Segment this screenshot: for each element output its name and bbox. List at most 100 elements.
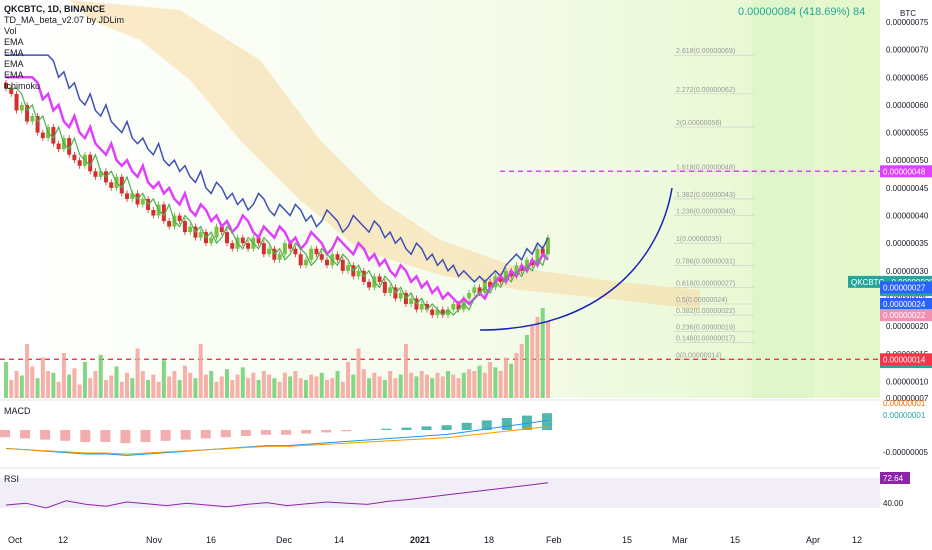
time-tick-label: Nov [146,535,163,545]
macd-bar [180,430,191,440]
volume-bar [235,374,240,398]
indicator-ema-4[interactable]: EMA [4,70,24,80]
macd-bar [160,430,171,441]
volume-bar [461,372,466,398]
candle [230,243,235,249]
volume-bar [103,380,108,398]
volume-bar [393,378,398,398]
candle [356,270,361,277]
volume-bar [540,308,545,398]
projection-band [752,0,814,398]
volume-bar [309,374,314,398]
candle [314,248,319,255]
fib-label: 2.618(0.00000069) [676,48,735,55]
volume-bar [203,374,208,398]
price-change-readout: 0.00000084 (418.69%) 84 [738,6,866,18]
price-tick-label: 0.00000065 [886,73,929,82]
price-tick-label: 0.00000070 [886,46,929,55]
volume-bar [451,374,456,398]
candle [324,259,329,266]
volume-bar [367,378,372,398]
time-tick-label: 12 [852,535,862,545]
candle [98,171,103,177]
volume-bar [256,380,261,398]
macd-bar [501,418,512,430]
volume-bar [456,378,461,398]
candle [435,309,440,316]
time-tick-label: Oct [8,535,23,545]
volume-bar [177,380,182,398]
fib-label: 0.618(0.00000027) [676,280,735,287]
price-tick-label: 0.00000060 [886,101,929,110]
volume-bar [277,381,282,398]
indicator-vol[interactable]: Vol [4,26,17,36]
volume-bar [188,372,193,398]
volume-bar [214,381,219,398]
candle [19,104,24,111]
volume-bar [246,378,251,398]
volume-bar [361,369,366,398]
volume-bar [430,378,435,398]
volume-bar [340,381,345,398]
candle [177,215,182,222]
indicator-ema-3[interactable]: EMA [4,59,24,69]
volume-bar [477,365,482,398]
candle [488,281,493,288]
price-tag-text: 0.00000014 [883,355,926,364]
volume-bar [182,365,187,398]
macd-bar [240,430,251,436]
rsi-last-tag [880,472,910,484]
candle [261,243,266,255]
candle [451,304,456,310]
candle [446,309,451,316]
volume-bar [198,344,203,398]
macd-bar [481,420,492,430]
volume-bar [524,335,529,398]
macd-label: MACD [4,406,31,416]
volume-bar [93,371,98,398]
price-tick-label: 0.00000055 [886,129,929,138]
macd-bar [521,415,532,430]
volume-bar [161,360,166,398]
volume-bar [303,380,308,398]
volume-bar [424,374,429,398]
symbol-title[interactable]: QKCBTC, 1D, BINANCE [4,4,106,14]
candle [9,88,14,94]
price-axis-bg [880,0,932,550]
fib-label: 0(0.00000014) [676,352,722,359]
time-tick-label: 16 [206,535,216,545]
candle [125,193,130,199]
volume-bar [151,374,156,398]
volume-bar [167,376,172,398]
candle [72,154,77,161]
candle [540,248,545,255]
candle [4,82,8,89]
candle [293,248,298,255]
volume-bar [4,362,8,398]
candle [477,287,482,293]
volume-bar [293,371,298,398]
candle [303,259,308,266]
volume-bar [109,375,114,398]
candle [77,160,82,166]
volume-bar [546,321,550,398]
volume-bar [19,375,24,398]
macd-bar [461,422,472,430]
candle [277,254,282,260]
volume-bar [335,371,340,398]
indicator-ema-1[interactable]: EMA [4,37,24,47]
candle [188,226,193,233]
candle [267,248,272,255]
indicator-ichimoku[interactable]: Ichimoku [4,81,41,91]
ema-green [6,87,549,316]
volume-bar [51,372,56,398]
candle [130,193,135,199]
volume-bar [35,378,40,398]
candle [119,176,124,194]
indicator-ema-2[interactable]: EMA [4,48,24,58]
indicator-td-ma[interactable]: TD_MA_beta_v2.07 by JDLim [4,15,125,25]
volume-bar [9,380,14,398]
candle [225,232,230,244]
candle [498,276,503,282]
